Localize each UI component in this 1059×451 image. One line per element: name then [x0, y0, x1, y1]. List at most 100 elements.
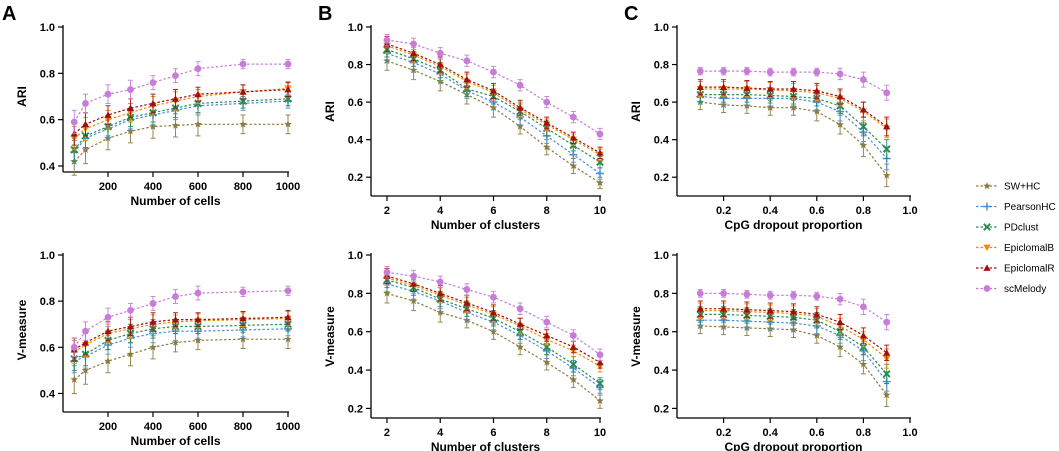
- x-tick-label: 400: [144, 421, 162, 433]
- data-point: [149, 300, 157, 307]
- data-point: [882, 171, 891, 179]
- data-point: [516, 104, 524, 111]
- data-point: [516, 81, 524, 89]
- y-tick-label: 0.2: [654, 403, 669, 415]
- data-point: [81, 339, 90, 346]
- x-tick-label: 2: [384, 427, 390, 439]
- x-tick-label: 6: [490, 427, 496, 439]
- data-point: [194, 65, 202, 73]
- y-tick-label: 0.8: [654, 60, 669, 72]
- data-point: [126, 322, 135, 330]
- legend-entry-pearsonhc: PearsonHC: [976, 202, 1056, 213]
- legend-label: SW+HC: [1004, 182, 1040, 193]
- data-point: [766, 85, 774, 92]
- data-point: [789, 103, 798, 111]
- data-point: [436, 289, 444, 297]
- x-tick-label: 8: [544, 427, 550, 439]
- x-tick-label: 10: [594, 427, 606, 439]
- data-point: [883, 318, 891, 326]
- legend-marker: [983, 223, 991, 231]
- data-point: [813, 107, 821, 115]
- y-tick-label: 0.4: [348, 365, 364, 377]
- data-point: [463, 57, 471, 65]
- data-point: [239, 120, 247, 128]
- y-tick-label: 1.0: [654, 250, 669, 262]
- panel-letter-a: A: [2, 3, 16, 25]
- legend-label: scMelody: [1004, 284, 1046, 295]
- y-tick-label: 0.8: [348, 60, 363, 72]
- data-point: [766, 291, 774, 299]
- data-point: [149, 318, 157, 325]
- data-point: [836, 92, 844, 100]
- data-point: [127, 86, 134, 93]
- data-point: [70, 343, 78, 351]
- y-tick-label: 1.0: [348, 250, 363, 262]
- data-point: [239, 288, 247, 296]
- data-point: [410, 49, 418, 57]
- data-point: [542, 358, 551, 366]
- data-point: [463, 75, 471, 83]
- y-tick-label: 0.8: [654, 288, 669, 300]
- data-point: [489, 87, 498, 94]
- data-point: [743, 84, 751, 91]
- data-point: [463, 286, 471, 293]
- charts-layer: 0.4 0.6 0.8 1.0 200 400 600 800 1000 Number of ce…: [15, 22, 918, 451]
- data-point: [171, 316, 180, 323]
- data-point: [194, 120, 202, 128]
- data-point: [790, 68, 797, 76]
- x-tick-label: 1.0: [902, 427, 917, 439]
- data-point: [194, 316, 202, 323]
- data-point: [569, 375, 578, 383]
- y-tick-label: 0.6: [654, 327, 669, 339]
- data-point: [172, 293, 179, 300]
- data-point: [543, 318, 551, 326]
- series-line: [700, 86, 888, 127]
- x-axis-title: CpG dropout proportion: [725, 440, 863, 451]
- x-tick-label: 2: [384, 205, 390, 217]
- data-point: [766, 103, 774, 111]
- data-point: [813, 87, 821, 94]
- x-tick-label: 0.8: [856, 205, 871, 217]
- panel-letter-b: B: [318, 3, 332, 25]
- data-point: [82, 100, 89, 107]
- data-point: [436, 49, 444, 57]
- y-axis-title: V-measure: [629, 306, 643, 367]
- series-scmelody: [70, 285, 292, 358]
- data-point: [859, 106, 867, 113]
- data-point: [543, 98, 551, 106]
- y-axis-title: ARI: [15, 86, 29, 107]
- data-point: [104, 357, 112, 365]
- series-epiclomalb: [70, 80, 292, 151]
- y-axis-title: ARI: [323, 101, 337, 122]
- x-tick-label: 0.6: [809, 205, 824, 217]
- series-epiclomalr: [383, 35, 604, 159]
- x-axis-title: Number of cells: [130, 434, 220, 448]
- data-point: [789, 307, 798, 315]
- data-point: [569, 360, 578, 369]
- series-scmelody: [383, 34, 604, 141]
- series-line: [700, 88, 888, 129]
- data-point: [859, 360, 868, 368]
- y-tick-label: 0.6: [40, 115, 55, 127]
- data-point: [104, 313, 112, 321]
- data-point: [284, 335, 292, 343]
- data-point: [836, 295, 844, 303]
- data-point: [81, 366, 90, 374]
- data-point: [126, 104, 135, 111]
- y-tick-label: 0.8: [348, 288, 363, 300]
- data-point: [516, 305, 524, 313]
- data-point: [720, 289, 727, 297]
- data-point: [171, 121, 180, 129]
- series-line: [700, 95, 888, 159]
- x-tick-label: 6: [490, 205, 496, 217]
- data-point: [696, 305, 704, 312]
- x-tick-label: 0.8: [856, 427, 871, 439]
- x-tick-label: 0.4: [763, 427, 779, 439]
- y-tick-label: 0.4: [348, 135, 364, 147]
- legend-entry-scmelody: scMelody: [976, 284, 1046, 295]
- series-line: [73, 123, 288, 162]
- data-point: [720, 67, 727, 75]
- data-point: [81, 120, 90, 128]
- data-point: [149, 79, 157, 86]
- data-point: [463, 299, 471, 306]
